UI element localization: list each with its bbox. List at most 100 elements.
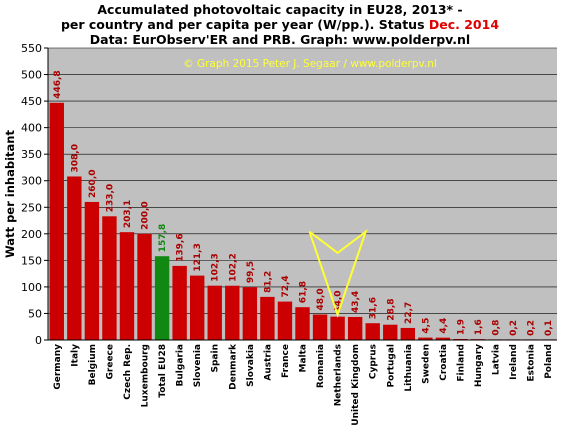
x-tick-label: Germany xyxy=(53,344,63,390)
value-label: 99,5 xyxy=(246,261,256,283)
value-label: 4,4 xyxy=(439,318,449,334)
value-label: 44,0 xyxy=(334,290,344,312)
bar-united-kingdom xyxy=(347,316,363,340)
bars xyxy=(49,102,556,340)
x-tick-label: France xyxy=(281,344,291,378)
bar-spain xyxy=(207,285,222,340)
x-tick-label: Poland xyxy=(544,344,554,379)
value-label: 4,5 xyxy=(421,318,431,334)
value-label: 81,2 xyxy=(263,271,273,293)
value-label: 446,8 xyxy=(53,70,63,98)
bar-luxembourg xyxy=(137,233,152,340)
chart-title-line-2-text: per country and per capita per year (W/p… xyxy=(61,17,429,32)
bar-greece xyxy=(102,216,117,340)
y-tick-label: 250 xyxy=(21,201,42,214)
y-tick-label: 50 xyxy=(28,307,42,320)
bar-netherlands xyxy=(330,316,345,340)
bar-portugal xyxy=(383,324,398,340)
chart-title-status-date: Dec. 2014 xyxy=(429,17,499,32)
value-label: 1,6 xyxy=(474,319,484,335)
bar-sweden xyxy=(418,337,433,340)
x-tick-label: Croatia xyxy=(439,344,449,381)
value-label: 48,0 xyxy=(316,288,326,310)
x-tick-label: Italy xyxy=(70,344,80,367)
chart-title-line-3: Data: EurObserv'ER and PRB. Graph: www.p… xyxy=(90,32,470,47)
x-tick-label: Cyprus xyxy=(369,344,379,379)
value-label: 203,1 xyxy=(123,200,133,228)
x-tick-label: Sweden xyxy=(421,344,431,384)
x-tick-label: Malta xyxy=(299,344,309,373)
bar-lithuania xyxy=(400,327,416,340)
value-label: 0,8 xyxy=(492,320,502,336)
bar-france xyxy=(277,301,293,340)
bar-cyprus xyxy=(365,323,380,340)
x-tick-label: Romania xyxy=(316,344,326,388)
y-tick-label: 350 xyxy=(21,148,42,161)
x-tick-label: Slovakia xyxy=(246,344,256,387)
x-tick-label: Czech Rep. xyxy=(123,344,133,400)
x-tick-label: Hungary xyxy=(474,344,484,387)
y-tick-label: 100 xyxy=(21,281,42,294)
x-tick-label: Netherlands xyxy=(334,344,344,406)
value-label: 0,1 xyxy=(544,320,554,336)
x-tick-label: Portugal xyxy=(386,344,396,388)
x-tick-label: Total EU28 xyxy=(158,344,168,398)
value-label: 102,2 xyxy=(228,253,238,281)
x-tick-label: Latvia xyxy=(492,344,502,375)
y-axis-label: Watt per inhabitant xyxy=(3,130,17,258)
value-label: 61,8 xyxy=(299,281,309,303)
x-tick-label: Lithuania xyxy=(404,344,414,392)
value-label: 139,6 xyxy=(176,233,186,261)
bar-total-eu28 xyxy=(154,256,170,340)
x-tick-label: Estonia xyxy=(527,344,537,382)
watermark-text: © Graph 2015 Peter J. Segaar / www.polde… xyxy=(183,58,437,70)
value-label: 28,8 xyxy=(386,298,396,320)
x-tick-label: Greece xyxy=(105,344,115,379)
value-label: 308,0 xyxy=(70,144,80,172)
bar-germany xyxy=(49,102,64,340)
bar-malta xyxy=(295,307,310,340)
y-tick-label: 500 xyxy=(21,69,42,82)
bar-romania xyxy=(312,314,328,340)
value-label: 72,4 xyxy=(281,275,291,297)
value-label: 0,2 xyxy=(527,320,537,336)
chart-title-line-1: Accumulated photovoltaic capacity in EU2… xyxy=(97,2,462,17)
x-tick-label: Denmark xyxy=(228,343,238,390)
x-tick-label: Ireland xyxy=(509,344,519,380)
value-label: 200,0 xyxy=(141,201,151,229)
bar-czech-rep xyxy=(119,232,135,340)
bar-belgium xyxy=(84,201,100,340)
value-label: 121,3 xyxy=(193,243,203,271)
y-tick-label: 300 xyxy=(21,175,42,188)
chart-title-line-2: per country and per capita per year (W/p… xyxy=(61,17,499,32)
value-label: 157,8 xyxy=(158,224,168,252)
value-label: 43,4 xyxy=(351,291,361,313)
value-labels: 446,8 308,0 260,0 233,0 203,1 200,0 157,8 139,6… xyxy=(53,70,554,336)
x-tick-label: Spain xyxy=(211,344,221,373)
x-tick-label: Austria xyxy=(263,344,273,381)
value-label: 260,0 xyxy=(88,169,98,197)
value-label: 31,6 xyxy=(369,297,379,319)
x-tick-label: Finland xyxy=(456,344,466,382)
bar-italy xyxy=(67,176,82,340)
y-tick-label: 400 xyxy=(21,122,42,135)
x-tick-label: United Kingdom xyxy=(351,344,361,426)
value-label: 1,9 xyxy=(456,319,466,335)
y-tick-label: 550 xyxy=(21,42,42,55)
y-tick-label: 450 xyxy=(21,95,42,108)
bar-croatia xyxy=(435,337,451,340)
y-tick-label: 150 xyxy=(21,254,42,267)
x-tick-label: Belgium xyxy=(88,344,98,385)
x-axis-labels: Germany Italy Belgium Greece Czech Rep. Luxem… xyxy=(53,343,554,426)
y-tick-label: 200 xyxy=(21,228,42,241)
yellow-arrow-marker xyxy=(308,228,368,318)
x-tick-label: Bulgaria xyxy=(176,344,186,386)
bar-bulgaria xyxy=(172,265,187,340)
value-label: 22,7 xyxy=(404,302,414,324)
bar-slovenia xyxy=(189,275,205,340)
value-label: 233,0 xyxy=(105,184,115,212)
bar-slovakia xyxy=(242,287,258,340)
bar-austria xyxy=(260,296,275,340)
x-tick-label: Slovenia xyxy=(193,344,203,387)
